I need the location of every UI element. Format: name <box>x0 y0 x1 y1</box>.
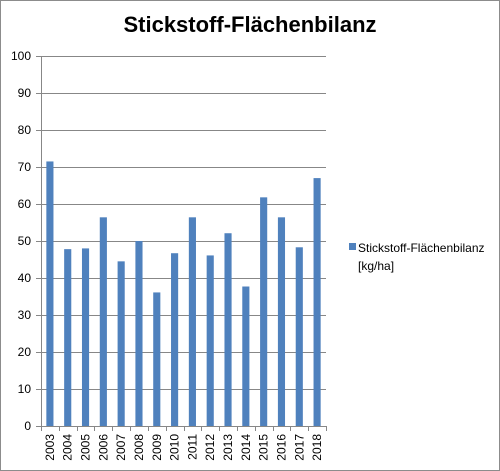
bar <box>64 249 72 426</box>
chart-title: Stickstoff-Flächenbilanz <box>123 12 377 37</box>
bar <box>117 261 125 426</box>
y-tick-label: 80 <box>18 123 32 137</box>
x-tick-label: 2005 <box>79 434 93 461</box>
bar <box>153 292 161 426</box>
x-tick-label: 2006 <box>96 434 110 461</box>
x-tick-label: 2014 <box>239 434 253 461</box>
x-tick-label: 2011 <box>185 434 199 460</box>
bar <box>295 247 303 426</box>
y-tick-label: 40 <box>18 271 32 285</box>
bar <box>171 253 179 426</box>
x-tick-label: 2018 <box>310 434 324 461</box>
y-tick-label: 100 <box>11 49 31 63</box>
legend-label: Stickstoff-Flächenbilanz [kg/ha] <box>358 239 498 275</box>
x-tick-label: 2010 <box>168 434 182 461</box>
x-tick-label: 2009 <box>150 434 164 461</box>
x-tick-label: 2003 <box>43 434 57 461</box>
bar <box>277 217 286 426</box>
legend-label-line2: [kg/ha] <box>358 259 395 273</box>
x-tick-label: 2008 <box>132 434 146 461</box>
x-tick-label: 2013 <box>221 434 235 461</box>
x-tick-label: 2012 <box>203 434 217 461</box>
bar <box>188 217 196 426</box>
bar <box>224 233 232 426</box>
legend-label-line1: Stickstoff-Flächenbilanz <box>358 241 485 255</box>
x-tick-label: 2015 <box>257 434 271 461</box>
y-tick-label: 70 <box>18 160 32 174</box>
x-tick-label: 2017 <box>292 434 306 461</box>
y-tick-label: 30 <box>18 308 32 322</box>
y-tick-label: 0 <box>24 419 31 433</box>
bar <box>135 241 143 426</box>
bar <box>313 178 321 426</box>
y-tick-label: 10 <box>18 382 32 396</box>
bar <box>46 161 54 426</box>
x-tick-label: 2007 <box>114 434 128 461</box>
bar <box>81 248 90 426</box>
y-tick-label: 60 <box>18 197 32 211</box>
bar <box>260 197 268 426</box>
bar <box>206 255 214 426</box>
bar <box>242 286 250 426</box>
y-tick-label: 20 <box>18 345 32 359</box>
bar <box>99 217 107 426</box>
x-tick-label: 2004 <box>61 434 75 461</box>
legend-swatch <box>349 243 356 250</box>
y-tick-label: 50 <box>18 234 32 248</box>
y-tick-label: 90 <box>18 86 32 100</box>
x-tick-label: 2016 <box>274 434 288 461</box>
